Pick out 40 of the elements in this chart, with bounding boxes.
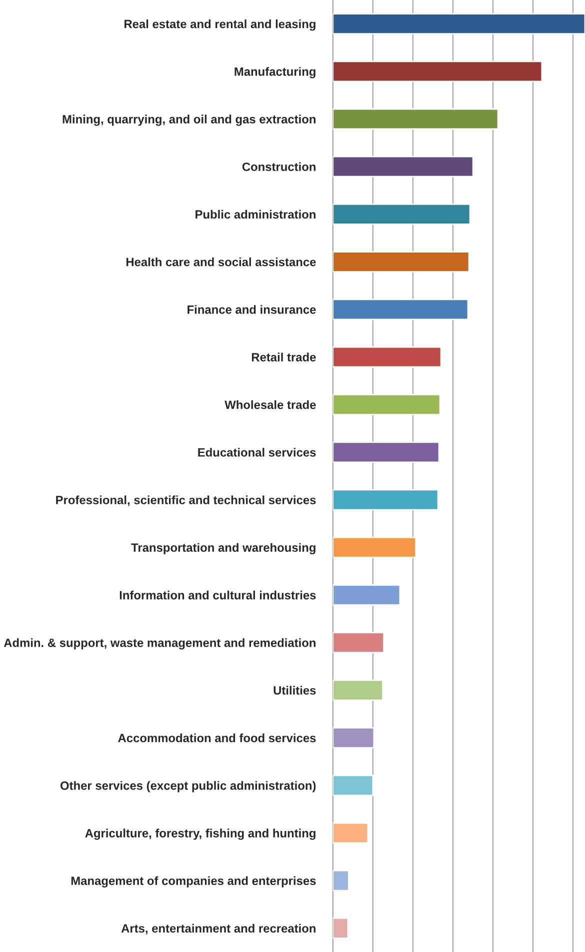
bar (332, 536, 417, 558)
bar (332, 394, 441, 416)
bar (332, 251, 470, 272)
bar (332, 346, 442, 368)
y-tick-label: Manufacturing (234, 67, 316, 78)
y-tick-label: Admin. & support, waste management and remediation (4, 638, 316, 650)
y-tick-label: Real estate and rental and leasing (124, 19, 316, 31)
bar (332, 727, 375, 748)
y-tick-label: Retail trade (252, 352, 316, 362)
y-tick-label: Utilities (274, 686, 316, 695)
bar (332, 204, 471, 225)
y-tick-label: Arts, entertainment and recreation (121, 924, 316, 934)
y-tick-label: Wholesale trade (224, 400, 316, 410)
bar (332, 13, 585, 34)
bar (332, 584, 401, 606)
bar (332, 774, 374, 796)
y-tick-label: Construction (242, 162, 316, 172)
y-tick-label: Finance and insurance (188, 305, 316, 314)
bar (332, 60, 543, 82)
bar (332, 442, 440, 463)
y-tick-label: Other services (except public administration) (60, 781, 316, 792)
y-tick-label: Public administration (196, 210, 316, 219)
bar (332, 298, 469, 320)
y-tick-label: Accommodation and food services (118, 733, 316, 742)
y-tick-label: Management of companies and enterprises (71, 876, 316, 888)
bar (332, 680, 384, 701)
y-tick-label: Transportation and warehousing (131, 543, 316, 554)
y-tick-label: Health care and social assistance (126, 257, 316, 266)
bar (332, 870, 350, 892)
y-tick-label: Professional, scientific and technical services (56, 495, 316, 506)
bar (332, 156, 474, 178)
bar (332, 632, 384, 654)
y-tick-label: Educational services (198, 448, 316, 457)
y-tick-label: Agriculture, forestry, fishing and hunting (85, 828, 316, 840)
bar (332, 918, 349, 939)
y-tick-label: Information and cultural industries (120, 590, 316, 600)
bar (332, 822, 369, 844)
bar (332, 489, 439, 510)
bar (332, 108, 499, 130)
y-tick-label: Mining, quarrying, and oil and gas extraction (62, 114, 316, 126)
